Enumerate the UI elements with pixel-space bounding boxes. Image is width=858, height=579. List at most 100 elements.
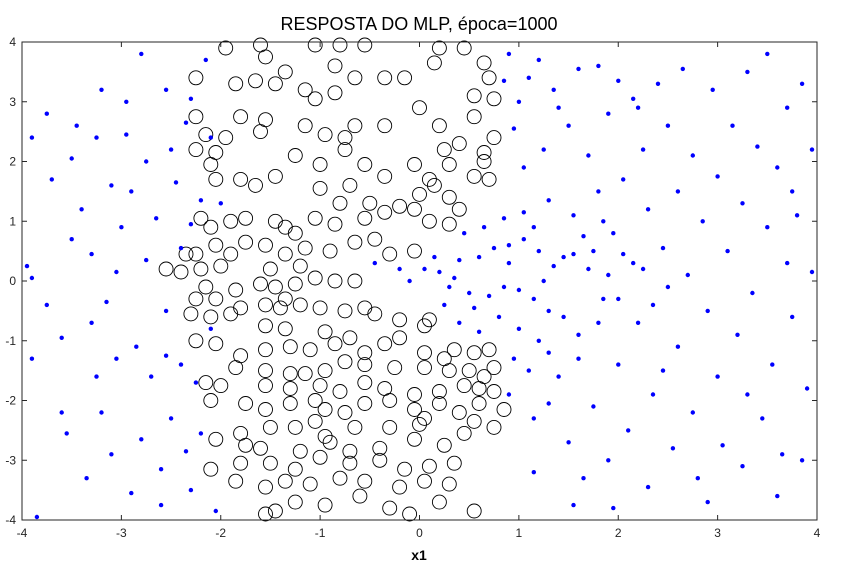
open-circle-point xyxy=(322,243,338,259)
open-circle-point xyxy=(203,309,219,325)
blue-dot-point xyxy=(168,147,174,152)
x-tick-label: 3 xyxy=(714,526,721,540)
open-circle-point xyxy=(228,360,244,376)
y-tick-label: 4 xyxy=(9,35,16,49)
open-circle-point xyxy=(327,85,343,101)
open-circle-point xyxy=(407,243,422,259)
open-circle-point xyxy=(258,363,273,379)
open-circle-point xyxy=(213,378,229,394)
open-circle-point xyxy=(357,37,373,53)
blue-dot-point xyxy=(158,502,164,508)
blue-dot-point xyxy=(725,248,730,254)
open-circle-point xyxy=(208,171,224,187)
open-circle-point xyxy=(188,142,204,158)
open-circle-point xyxy=(337,354,353,370)
y-tick-label: 0 xyxy=(9,274,16,288)
open-circle-point xyxy=(322,434,338,450)
blue-dot-point xyxy=(631,96,636,102)
blue-dot-point xyxy=(675,344,681,349)
blue-dot-point xyxy=(596,189,601,194)
open-circle-point xyxy=(317,363,333,379)
blue-dot-point xyxy=(675,189,681,194)
open-circle-point xyxy=(476,154,492,169)
open-circle-point xyxy=(203,219,219,235)
blue-dot-point xyxy=(59,410,64,415)
open-circle-point xyxy=(436,437,452,453)
open-circle-point xyxy=(258,297,273,313)
y-tick-label: -4 xyxy=(5,513,16,527)
open-circle-point xyxy=(466,168,482,184)
x-tick-label: -4 xyxy=(17,526,28,540)
blue-dot-point xyxy=(506,392,512,397)
blue-dot-point xyxy=(372,260,377,266)
blue-dot-point xyxy=(198,431,204,436)
x-tick-label: 4 xyxy=(814,526,821,540)
blue-dot-point xyxy=(785,260,790,266)
open-circle-point xyxy=(392,479,408,495)
blue-dot-point xyxy=(467,290,472,296)
open-circle-point xyxy=(456,378,472,394)
blue-dot-point xyxy=(154,216,159,221)
x-tick-label: -1 xyxy=(315,526,326,540)
blue-dot-point xyxy=(621,177,626,182)
blue-dot-point xyxy=(94,135,99,140)
blue-dot-point xyxy=(74,123,79,128)
blue-dot-point xyxy=(163,353,169,358)
open-circle-point xyxy=(238,210,254,226)
blue-dot-point xyxy=(506,243,512,248)
open-circle-point xyxy=(287,225,303,241)
blue-dot-point xyxy=(173,180,179,185)
open-circle-point xyxy=(446,455,462,471)
open-circle-point xyxy=(203,157,219,172)
blue-dot-point xyxy=(422,266,427,272)
open-circle-point xyxy=(258,342,273,358)
open-circle-point xyxy=(262,455,278,471)
open-circle-point xyxy=(193,261,209,277)
blue-dot-point xyxy=(700,219,705,224)
blue-dot-point xyxy=(486,293,492,299)
open-circle-point xyxy=(471,396,487,411)
open-circle-point xyxy=(223,213,239,229)
open-circle-point xyxy=(357,210,373,226)
blue-dot-point xyxy=(660,245,666,251)
open-circle-point xyxy=(282,366,298,382)
open-circle-point xyxy=(357,357,373,373)
blue-dot-point xyxy=(551,263,556,269)
blue-dot-point xyxy=(765,51,770,57)
blue-dot-point xyxy=(546,198,551,203)
open-circle-point xyxy=(407,201,422,217)
blue-dot-point xyxy=(750,290,755,296)
open-circle-point xyxy=(307,413,323,429)
blue-dot-point xyxy=(715,374,720,379)
open-circle-point xyxy=(193,210,209,226)
open-circle-point xyxy=(287,148,303,163)
open-circle-point xyxy=(233,109,249,125)
blue-dot-point xyxy=(611,231,616,236)
open-circle-point xyxy=(407,431,422,447)
blue-dot-point xyxy=(139,51,144,57)
open-circle-point xyxy=(337,130,353,146)
blue-dot-point xyxy=(521,165,526,170)
open-circle-point xyxy=(302,342,318,358)
open-circle-point xyxy=(377,70,393,86)
open-circle-point xyxy=(287,276,303,292)
open-circle-point xyxy=(392,198,408,214)
open-circle-point xyxy=(277,291,293,307)
blue-dot-point xyxy=(616,362,621,367)
open-circle-point xyxy=(218,130,234,146)
open-circle-point xyxy=(188,246,204,262)
open-circle-point xyxy=(417,345,432,361)
open-circle-point xyxy=(441,216,457,232)
open-circle-point xyxy=(258,49,273,65)
open-circle-point xyxy=(173,264,189,280)
blue-dot-point xyxy=(720,443,725,448)
open-circle-point xyxy=(282,381,298,396)
blue-dot-point xyxy=(541,147,546,152)
open-circle-point xyxy=(307,210,323,226)
open-circle-point xyxy=(352,488,368,504)
open-circle-point xyxy=(287,494,303,510)
open-circle-point xyxy=(377,336,393,352)
open-circle-point xyxy=(441,363,457,379)
open-circle-point xyxy=(203,393,219,408)
